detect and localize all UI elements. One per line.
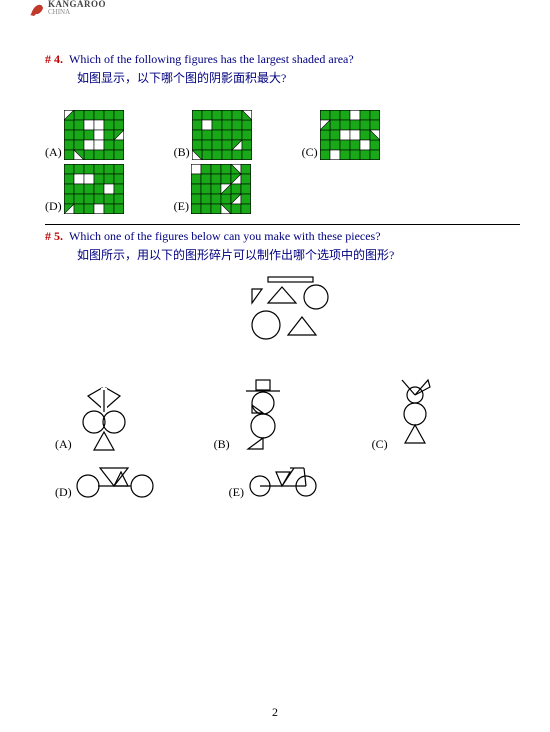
kangaroo-logo-icon xyxy=(28,0,46,18)
q5-figure-e xyxy=(246,458,326,500)
q5-text-en: Which one of the figures below can you m… xyxy=(69,229,381,244)
q4-figure-e xyxy=(191,164,251,214)
q5-number: # 5. xyxy=(45,229,63,244)
q5-label-d: (D) xyxy=(55,485,72,500)
q4-label-a: (A) xyxy=(45,145,62,160)
q5-label-a: (A) xyxy=(55,437,72,452)
q4-label-b: (B) xyxy=(174,145,190,160)
q4-option-c: (C) xyxy=(302,110,380,160)
separator xyxy=(45,224,520,225)
q4-label-d: (D) xyxy=(45,199,62,214)
q4-option-b: (B) xyxy=(174,110,252,160)
q5-text-zh: 如图所示，用以下的图形碎片可以制作出哪个选项中的图形? xyxy=(77,246,520,263)
q4-text-zh: 如图显示，以下哪个图的阴影面积最大? xyxy=(77,69,520,86)
logo-text-bottom: CHINA xyxy=(48,9,106,16)
question-5: # 5. Which one of the figures below can … xyxy=(45,229,520,500)
q5-option-b: (B) xyxy=(214,377,292,452)
q5-label-e: (E) xyxy=(229,485,244,500)
q4-option-a: (A) xyxy=(45,110,124,160)
q5-option-e: (E) xyxy=(229,458,326,500)
q5-figure-b xyxy=(232,377,292,452)
q4-figure-c xyxy=(320,110,380,160)
logo: KANGAROO CHINA xyxy=(28,0,106,18)
q4-figure-a xyxy=(64,110,124,160)
question-4: # 4. Which of the following figures has … xyxy=(45,52,520,214)
q4-option-d: (D) xyxy=(45,164,124,214)
q5-option-c: (C) xyxy=(372,377,440,452)
q5-label-c: (C) xyxy=(372,437,388,452)
q5-option-d: (D) xyxy=(55,458,159,500)
header: KANGAROO CHINA xyxy=(0,0,550,22)
q5-figure-a xyxy=(74,382,134,452)
q4-label-e: (E) xyxy=(174,199,189,214)
q5-option-a: (A) xyxy=(55,382,134,452)
q4-figure-d xyxy=(64,164,124,214)
q4-figure-b xyxy=(192,110,252,160)
page-number: 2 xyxy=(0,705,550,720)
q4-option-e: (E) xyxy=(174,164,251,214)
q5-figure-d xyxy=(74,458,159,500)
q4-label-c: (C) xyxy=(302,145,318,160)
q5-label-b: (B) xyxy=(214,437,230,452)
q4-number: # 4. xyxy=(45,52,63,67)
q4-text-en: Which of the following figures has the l… xyxy=(69,52,354,67)
q5-pieces-figure xyxy=(218,273,348,343)
q5-figure-c xyxy=(390,377,440,452)
